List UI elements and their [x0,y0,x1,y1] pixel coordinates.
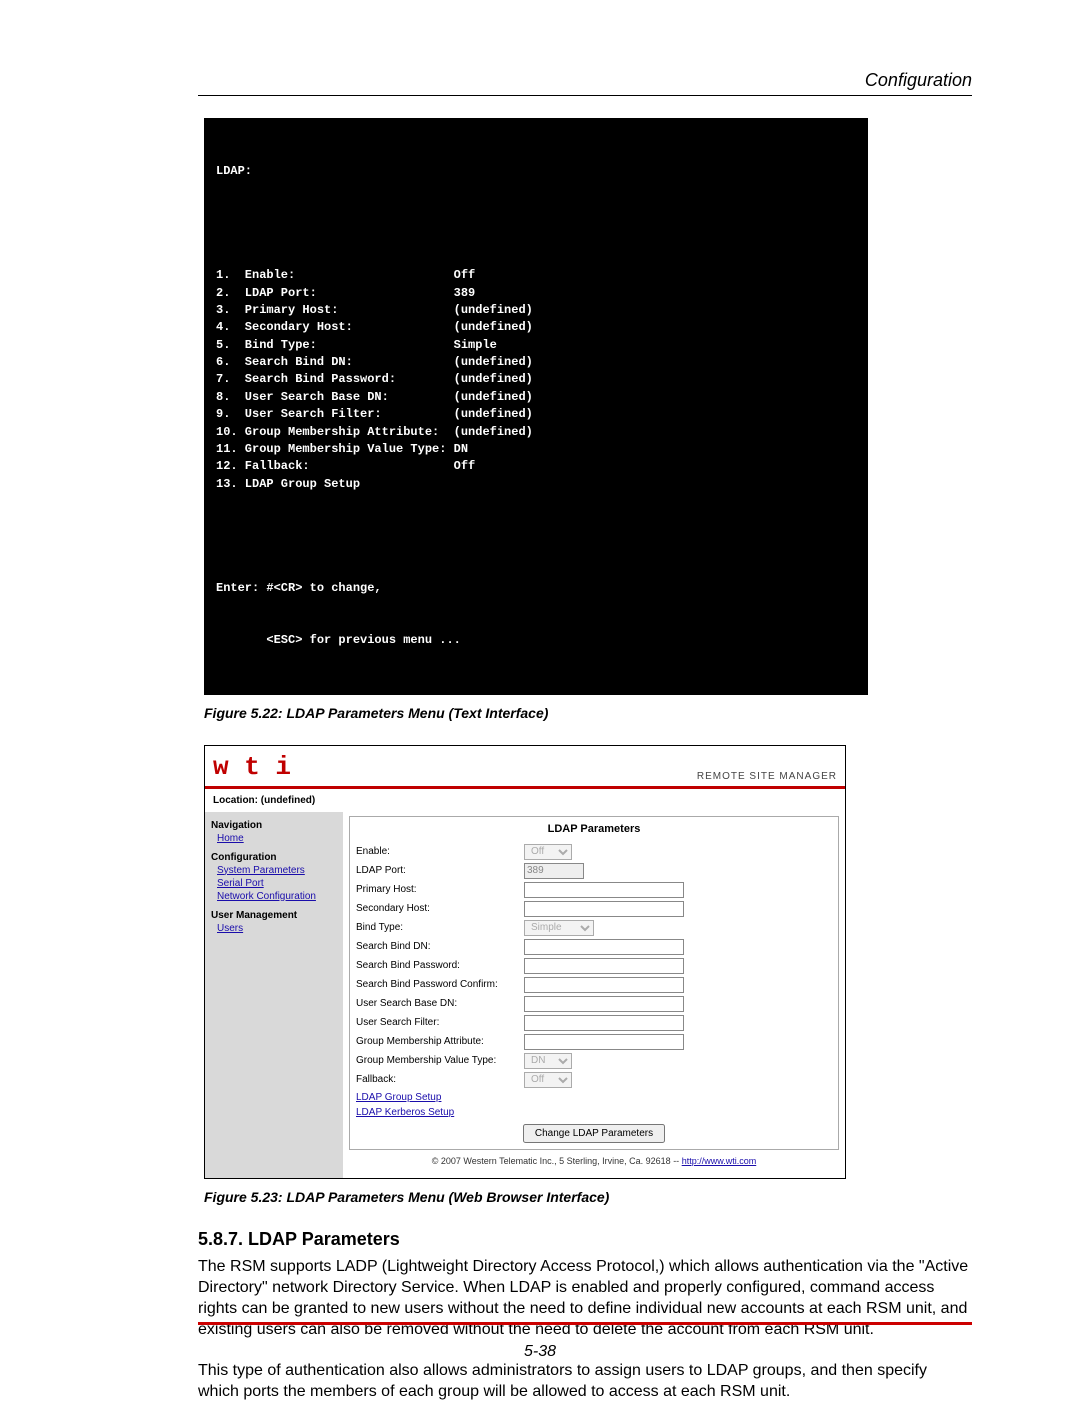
ldap-form-row: Primary Host: [356,882,832,898]
web-sidebar: Navigation Home Configuration System Par… [205,812,343,1178]
ldap-form-row: Search Bind DN: [356,939,832,955]
terminal-row: 10. Group Membership Attribute: (undefin… [216,424,856,441]
terminal-row: 8. User Search Base DN: (undefined) [216,389,856,406]
terminal-row: 9. User Search Filter: (undefined) [216,406,856,423]
terminal-row: 1. Enable: Off [216,267,856,284]
ldap-input[interactable] [524,863,584,879]
ldap-form-row: Search Bind Password: [356,958,832,974]
ldap-input[interactable] [524,939,684,955]
ldap-panel-link[interactable]: LDAP Group Setup [356,1092,832,1103]
figure-caption-1: Figure 5.22: LDAP Parameters Menu (Text … [204,705,972,721]
ldap-field-label: Group Membership Value Type: [356,1055,524,1066]
web-logo: w t i [213,752,291,782]
ldap-field-label: LDAP Port: [356,865,524,876]
ldap-input[interactable] [524,977,684,993]
ldap-input[interactable] [524,1034,684,1050]
ldap-form-row: User Search Base DN: [356,996,832,1012]
ldap-field-label: Search Bind DN: [356,941,524,952]
nav-link[interactable]: System Parameters [217,865,337,876]
ldap-select[interactable]: Off [524,1072,572,1088]
ldap-input[interactable] [524,958,684,974]
nav-link[interactable]: Network Configuration [217,891,337,902]
ldap-field-label: Enable: [356,846,524,857]
terminal-row: 3. Primary Host: (undefined) [216,302,856,319]
terminal-row: 5. Bind Type: Simple [216,337,856,354]
terminal-row: 2. LDAP Port: 389 [216,285,856,302]
ldap-field-label: Search Bind Password: [356,960,524,971]
ldap-input[interactable] [524,901,684,917]
ldap-input[interactable] [524,1015,684,1031]
web-tagline: REMOTE SITE MANAGER [697,771,837,782]
body-paragraph-2: This type of authentication also allows … [198,1360,972,1402]
ldap-panel-title: LDAP Parameters [356,821,832,841]
ldap-form-row: Bind Type:Simple [356,920,832,936]
web-footer: © 2007 Western Telematic Inc., 5 Sterlin… [349,1150,839,1174]
web-figure: w t i REMOTE SITE MANAGER Location: (und… [204,745,846,1179]
ldap-field-label: Bind Type: [356,922,524,933]
ldap-form-row: Group Membership Value Type:DN [356,1053,832,1069]
header-rule [198,95,972,96]
ldap-form-row: Enable:Off [356,844,832,860]
footer-rule [198,1322,972,1325]
terminal-prompt-2: <ESC> for previous menu ... [216,632,856,649]
nav-config-heading: Configuration [211,852,337,863]
page-header: Configuration [198,70,972,91]
terminal-row: 6. Search Bind DN: (undefined) [216,354,856,371]
ldap-form-row: User Search Filter: [356,1015,832,1031]
web-footer-text: © 2007 Western Telematic Inc., 5 Sterlin… [432,1156,682,1166]
change-ldap-button[interactable]: Change LDAP Parameters [523,1124,665,1143]
ldap-field-label: Search Bind Password Confirm: [356,979,524,990]
ldap-input[interactable] [524,996,684,1012]
ldap-select[interactable]: DN [524,1053,572,1069]
ldap-panel: LDAP Parameters Enable:OffLDAP Port:Prim… [349,816,839,1150]
ldap-select[interactable]: Off [524,844,572,860]
ldap-form-row: Secondary Host: [356,901,832,917]
terminal-row: 13. LDAP Group Setup [216,476,856,493]
ldap-form-row: Group Membership Attribute: [356,1034,832,1050]
ldap-form-row: LDAP Port: [356,863,832,879]
web-footer-link[interactable]: http://www.wti.com [682,1156,757,1166]
section-heading: 5.8.7. LDAP Parameters [198,1229,972,1250]
terminal-row: 12. Fallback: Off [216,458,856,475]
ldap-select[interactable]: Simple [524,920,594,936]
terminal-row: 7. Search Bind Password: (undefined) [216,371,856,388]
nav-home-link[interactable]: Home [217,833,337,844]
web-location: Location: (undefined) [205,789,845,812]
ldap-field-label: User Search Filter: [356,1017,524,1028]
ldap-form-row: Fallback:Off [356,1072,832,1088]
terminal-prompt-1: Enter: #<CR> to change, [216,580,856,597]
terminal-figure: LDAP: 1. Enable: Off2. LDAP Port: 3893. … [204,118,868,695]
ldap-input[interactable] [524,882,684,898]
nav-link[interactable]: Serial Port [217,878,337,889]
figure-caption-2: Figure 5.23: LDAP Parameters Menu (Web B… [204,1189,972,1205]
body-paragraph-1: The RSM supports LADP (Lightweight Direc… [198,1256,972,1340]
terminal-title: LDAP: [216,163,856,180]
ldap-field-label: Secondary Host: [356,903,524,914]
ldap-field-label: Group Membership Attribute: [356,1036,524,1047]
ldap-form-row: Search Bind Password Confirm: [356,977,832,993]
ldap-field-label: Fallback: [356,1074,524,1085]
terminal-row: 4. Secondary Host: (undefined) [216,319,856,336]
nav-heading: Navigation [211,820,337,831]
terminal-row: 11. Group Membership Value Type: DN [216,441,856,458]
page-number: 5-38 [0,1343,1080,1361]
ldap-panel-link[interactable]: LDAP Kerberos Setup [356,1107,832,1118]
nav-link[interactable]: Users [217,923,337,934]
ldap-field-label: User Search Base DN: [356,998,524,1009]
ldap-field-label: Primary Host: [356,884,524,895]
nav-usermgmt-heading: User Management [211,910,337,921]
